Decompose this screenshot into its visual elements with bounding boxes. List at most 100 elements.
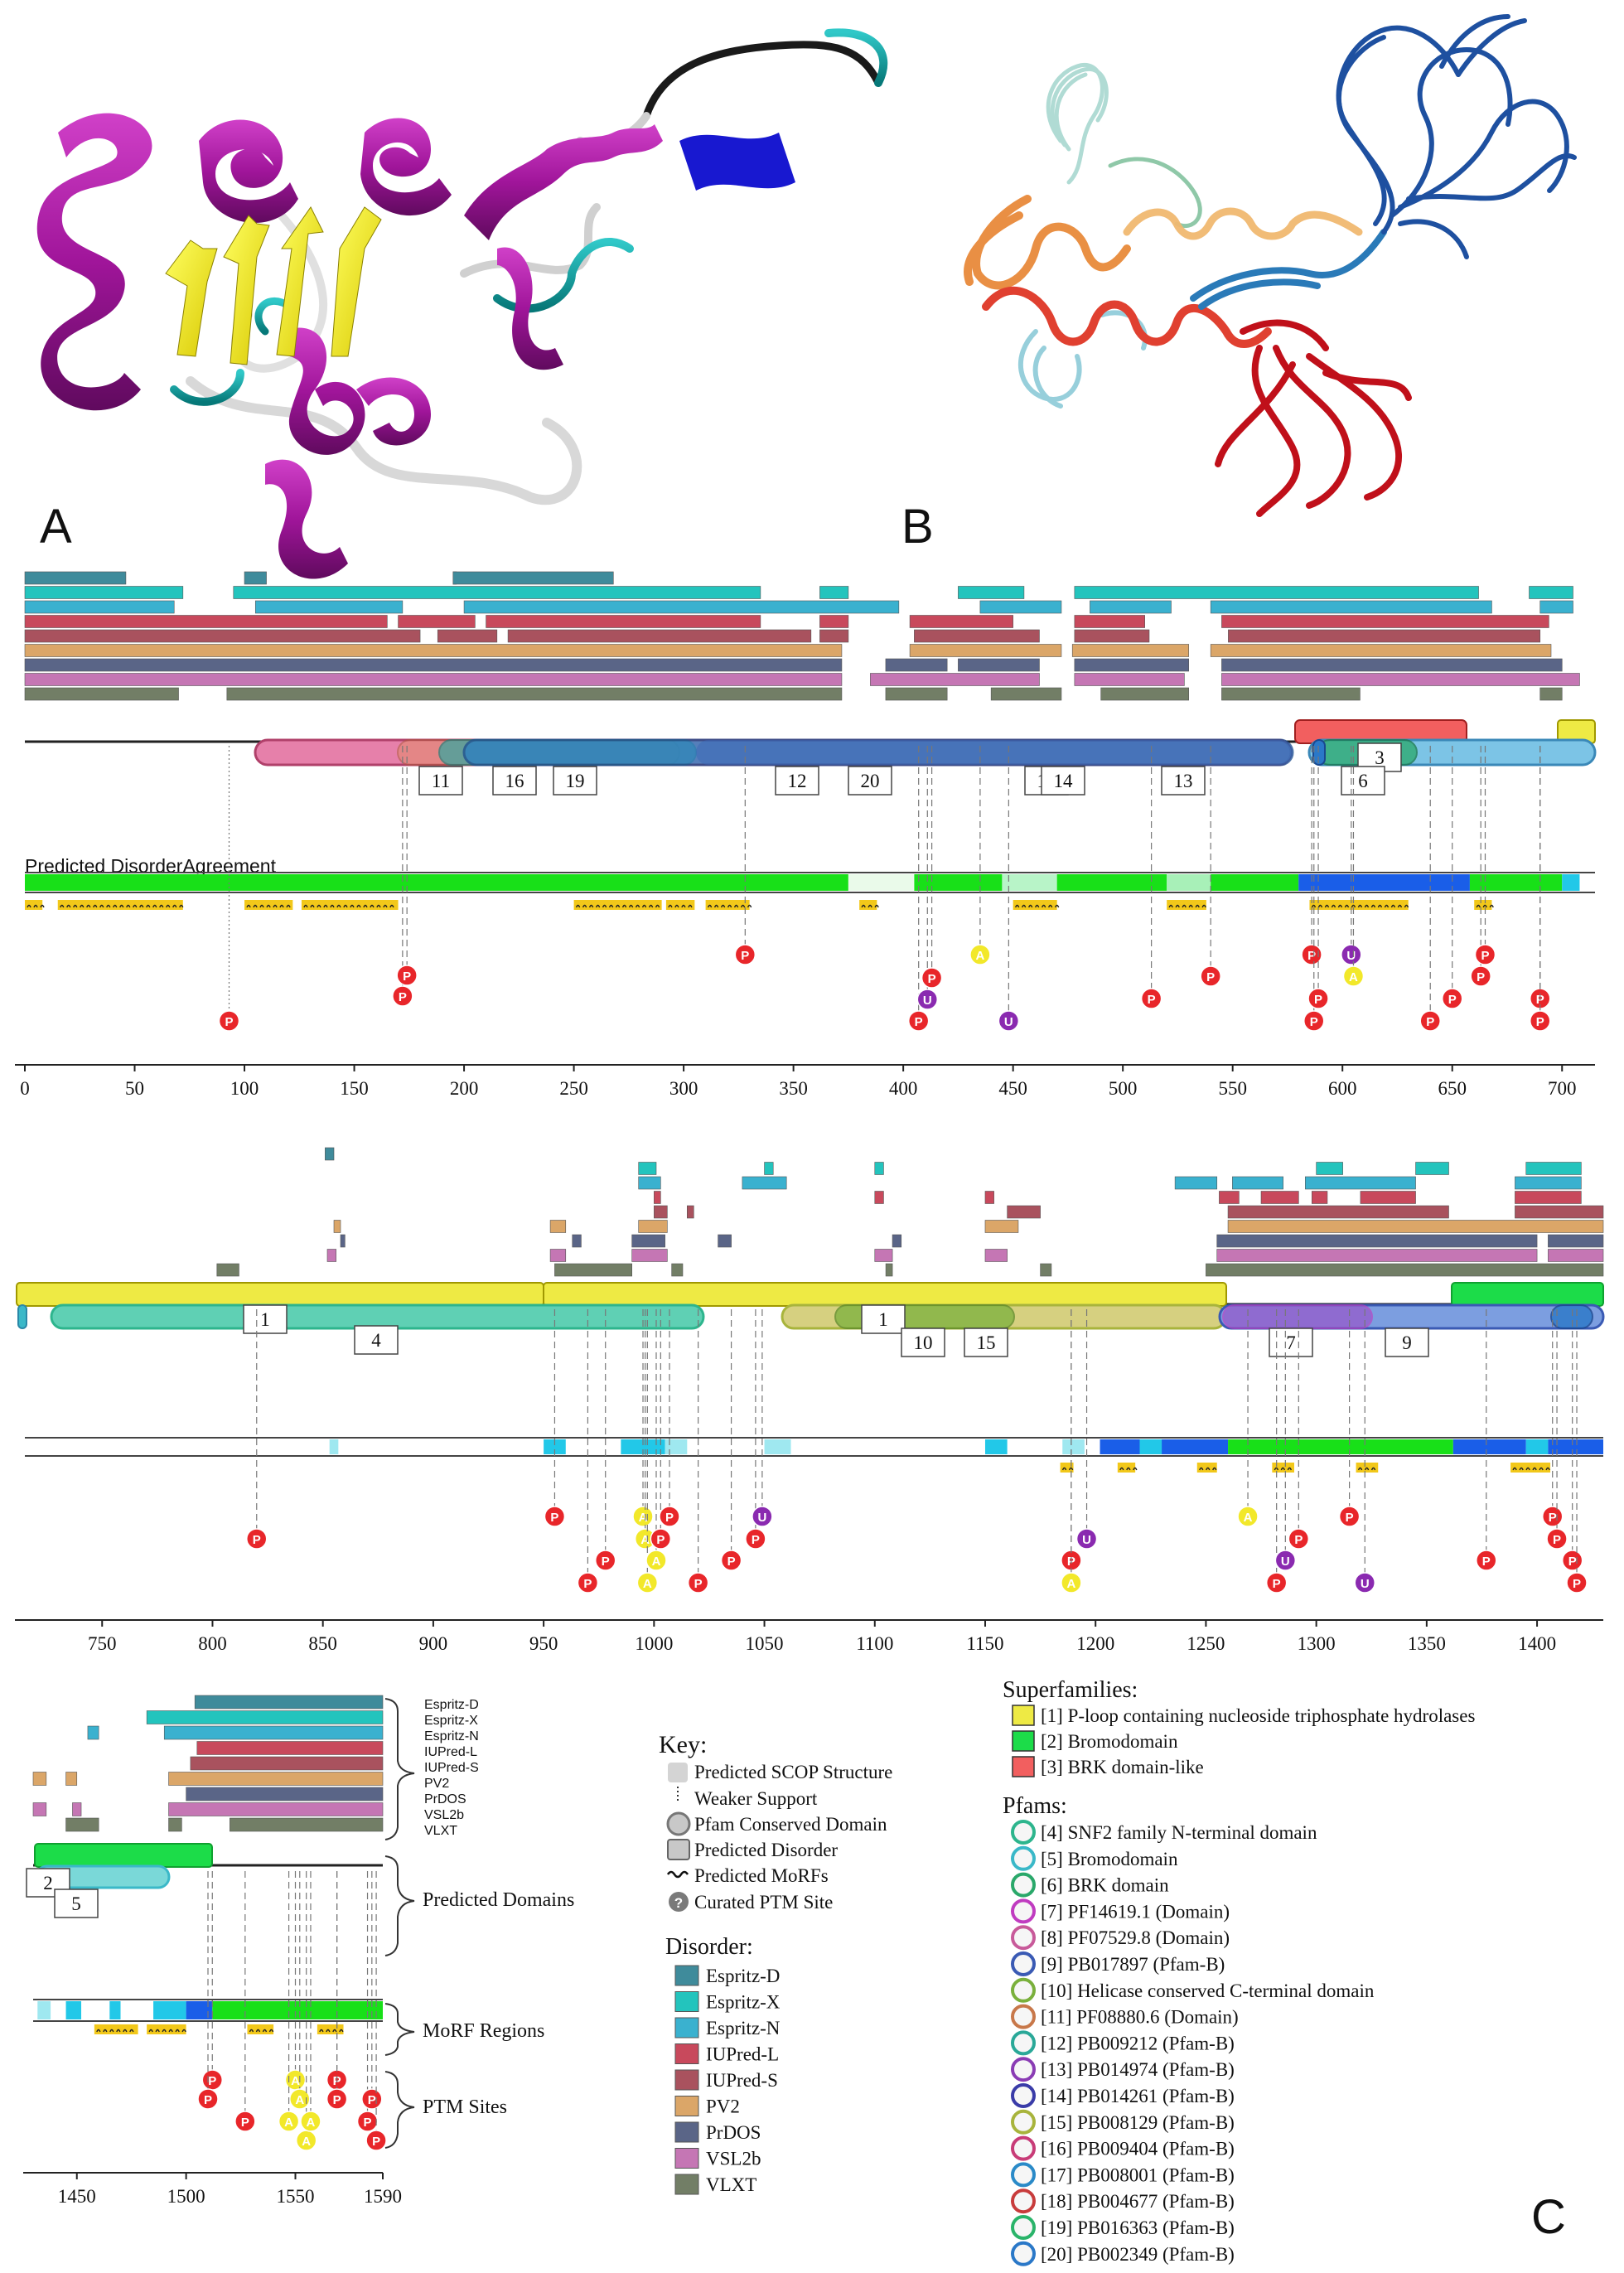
disorder-segment (979, 600, 1062, 614)
disorder-legend-swatch (674, 2069, 699, 2091)
superfamily-swatch (1012, 1730, 1035, 1752)
pfam-label: [8] PF07529.8 (Domain) (1041, 1927, 1230, 1948)
morf-wave (159, 904, 164, 908)
track-name-label: Espritz-N (424, 1729, 479, 1743)
morf-region (1013, 900, 1057, 910)
disorder-segment (333, 1220, 341, 1233)
ptm-site-glyph: A (1066, 1577, 1075, 1591)
panel-label-b: B (901, 500, 934, 554)
ptm-site-marker (1265, 1572, 1288, 1594)
pfam-label: [15] PB008129 (Pfam-B) (1041, 2112, 1235, 2133)
disorder-segment (1539, 600, 1573, 614)
ptm-site-marker (1441, 988, 1463, 1009)
ptm-site-glyph: U (757, 1511, 766, 1525)
morf-wave (27, 904, 31, 908)
axis-tick-label: 1400 (1518, 1633, 1556, 1654)
agreement-segment (1452, 1439, 1526, 1454)
ptm-site-marker (361, 2088, 383, 2110)
morf-wave (868, 904, 872, 908)
agreement-segment (153, 2001, 186, 2019)
disorder-segment (1316, 1162, 1343, 1175)
disorder-segment (452, 571, 614, 585)
ptm-site-marker (1140, 988, 1162, 1009)
ptm-site-glyph: P (1346, 1511, 1354, 1525)
disorder-segment (1174, 1176, 1218, 1190)
disorder-segment (437, 629, 498, 643)
agreement-segment (984, 1439, 1008, 1454)
morf-wave (1119, 1467, 1124, 1471)
pfam-swatch (1011, 1898, 1036, 1924)
morf-wave (1126, 1467, 1131, 1471)
morf-region (1309, 900, 1409, 910)
agreement-segment (1211, 874, 1299, 891)
axis-tick-label: 600 (1328, 1078, 1357, 1099)
pfam-swatch (1011, 1925, 1036, 1951)
morf-wave (339, 2029, 344, 2033)
morf-wave (608, 904, 614, 908)
domain-label-text: 10 (914, 1332, 933, 1353)
axis-tick-label: 850 (308, 1633, 337, 1654)
ptm-site-marker (969, 944, 991, 965)
morf-wave (1476, 904, 1481, 908)
morf-wave (1384, 904, 1390, 908)
disorder-segment (233, 586, 761, 599)
track-name-label: IUPred-L (424, 1745, 477, 1759)
bracket-label-ptm: PTM Sites (423, 2096, 507, 2118)
disorder-legend-swatch (674, 1965, 699, 1986)
disorder-segment (1074, 586, 1479, 599)
morf-wave (175, 2029, 180, 2033)
morf-wave (1133, 1467, 1138, 1471)
key-swatch-ptm-glyph: ? (674, 1895, 683, 1911)
ptm-site-marker (1274, 1550, 1297, 1571)
panel-label-c: C (1531, 2190, 1566, 2244)
ptm-site-marker (392, 985, 413, 1007)
agreement-segment (621, 1439, 665, 1454)
disorder-segment (65, 1772, 78, 1786)
disorder-segment (1221, 658, 1563, 672)
ptm-site-glyph: P (1294, 1533, 1303, 1547)
pfams-list: [4] SNF2 family N-terminal domain [5] Bro… (1011, 1820, 1375, 2266)
domain-label-box (492, 766, 537, 796)
disorder-segment (254, 600, 404, 614)
morf-region (665, 900, 695, 910)
morf-region (301, 900, 399, 910)
disorder-segment (631, 1249, 668, 1262)
disorder-segment (958, 658, 1040, 672)
axis-1: 0 50 100 150 200 250 300 350 400 450 500 550 600 650 7… (15, 1064, 1595, 1099)
morf-wave (99, 904, 104, 908)
disorder-segment (1071, 644, 1189, 657)
morf-wave (1168, 904, 1173, 908)
morf-wave (259, 904, 264, 908)
disorder-segment (631, 1234, 665, 1248)
disorder-segment (870, 673, 1040, 686)
morf-wave (129, 2029, 134, 2033)
ptm-site-glyph: A (975, 949, 984, 963)
pfam-swatch (1011, 1977, 1036, 2003)
domain-label-text: 1 (260, 1309, 270, 1330)
morf-wave (1482, 904, 1487, 908)
pfam-swatch (1011, 2135, 1036, 2161)
disorder-segment (1227, 1205, 1449, 1219)
morf-wave (1364, 1467, 1370, 1471)
ptm-site-marker (745, 1528, 766, 1550)
disorder-segment (1525, 1162, 1582, 1175)
morf-wave (1364, 904, 1370, 908)
morf-wave (168, 2029, 173, 2033)
disorder-segment (24, 600, 175, 614)
morf-wave (595, 904, 601, 908)
ptm-site-marker (1419, 1010, 1441, 1032)
agreement-bar-1 (25, 872, 1595, 893)
morf-wave (727, 904, 732, 908)
disorder-segment (1216, 1249, 1538, 1262)
pfams-title: Pfams: (1003, 1793, 1067, 1819)
morf-wave (720, 904, 726, 908)
morf-wave (343, 904, 348, 908)
domain-label-text: 9 (1402, 1332, 1412, 1353)
morf-wave (1404, 904, 1409, 908)
disorder-segment (1548, 1249, 1604, 1262)
superfamily-legend: Superfamilies: [1] P-loop containing nuc… (1003, 1677, 1475, 2266)
disorder-segment (87, 1725, 99, 1740)
ptm-site-marker (289, 2088, 311, 2110)
domain-track-3 (33, 1843, 383, 1889)
